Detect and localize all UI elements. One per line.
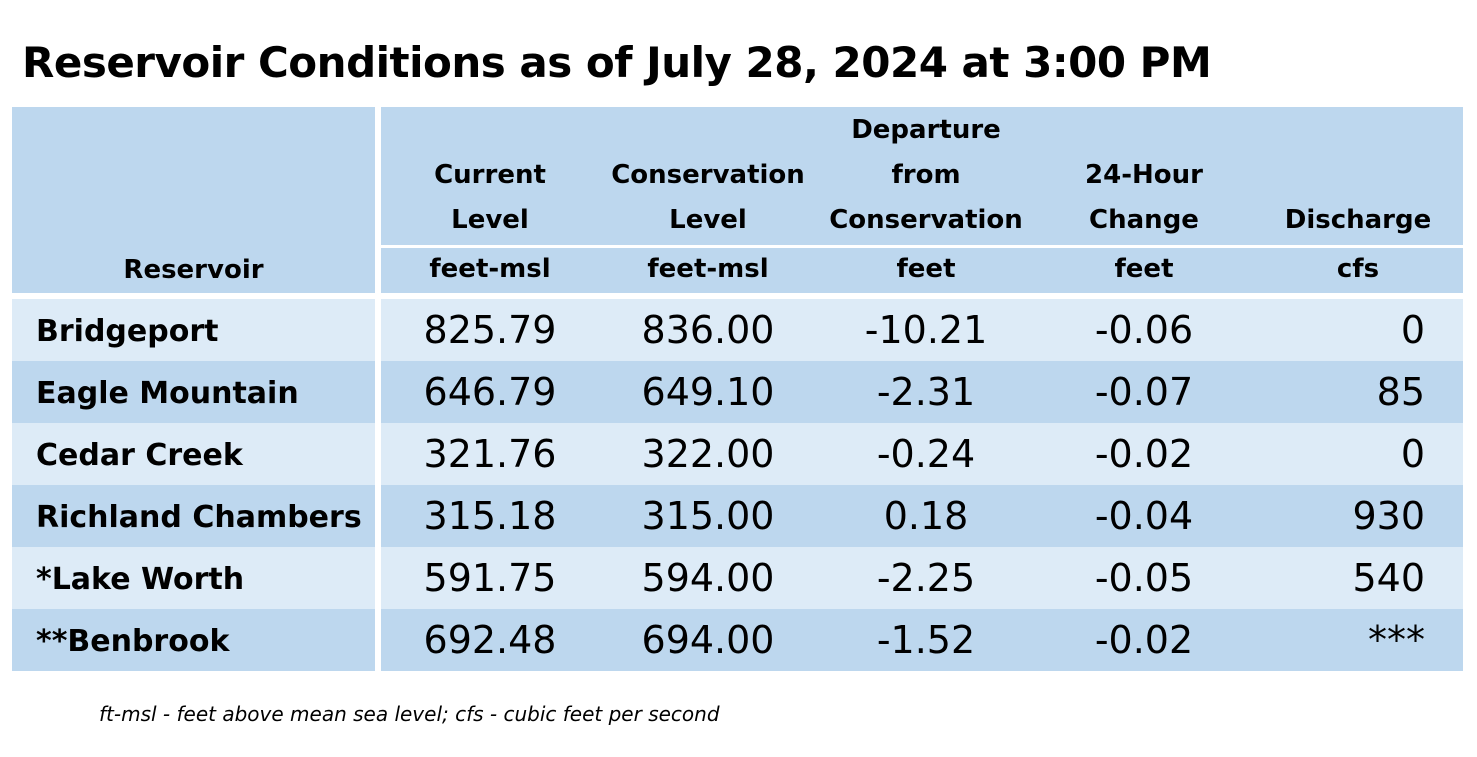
table-row: **Benbrook 692.48 694.00 -1.52 -0.02 *** [12,609,1463,671]
departure-value: 0.18 [883,494,969,538]
table-row: Bridgeport 825.79 836.00 -10.21 -0.06 0 [12,299,1463,361]
conservation-level-value: 594.00 [641,556,775,600]
header-reservoir-cell: Reservoir [12,107,375,293]
page-title: Reservoir Conditions as of July 28, 2024… [22,38,1212,87]
conservation-level-value: 836.00 [641,308,775,352]
unit-conservation-level: feet-msl [647,254,769,284]
change-value: -0.05 [1094,556,1194,600]
current-level-value: 321.76 [423,432,557,476]
departure-value: -0.24 [876,432,976,476]
header-titles-row: Current Level Conservation Level Departu… [381,107,1463,245]
conservation-level-value: 649.10 [641,370,775,414]
current-level-value: 825.79 [423,308,557,352]
discharge-value: 540 [1352,556,1425,600]
reservoir-name: Bridgeport [12,299,375,361]
unit-departure: feet [896,254,956,284]
unit-24hour-change: feet [1114,254,1174,284]
table-row: Cedar Creek 321.76 322.00 -0.24 -0.02 0 [12,423,1463,485]
discharge-value: 0 [1400,308,1425,352]
header-current-level: Current Level [434,160,546,235]
discharge-value: 930 [1352,494,1425,538]
current-level-value: 692.48 [423,618,557,662]
table-body: Bridgeport 825.79 836.00 -10.21 -0.06 0 … [12,299,1463,671]
table-row: Eagle Mountain 646.79 649.10 -2.31 -0.07… [12,361,1463,423]
departure-value: -1.52 [876,618,976,662]
header-departure: Departure from Conservation [829,115,1023,235]
conservation-level-value: 322.00 [641,432,775,476]
reservoir-name: Richland Chambers [12,485,375,547]
change-value: -0.02 [1094,618,1194,662]
reservoir-name: Eagle Mountain [12,361,375,423]
reservoir-name: Cedar Creek [12,423,375,485]
header-discharge: Discharge [1284,205,1432,235]
reservoir-name: *Lake Worth [12,547,375,609]
header-conservation-level: Conservation Level [611,160,805,235]
change-value: -0.06 [1094,308,1194,352]
change-value: -0.02 [1094,432,1194,476]
unit-discharge: cfs [1336,254,1380,284]
header-reservoir-label: Reservoir [123,255,264,285]
current-level-value: 315.18 [423,494,557,538]
header-units-row: feet-msl feet-msl feet feet cfs [381,248,1463,293]
unit-current-level: feet-msl [429,254,551,284]
header-24hour-change: 24-Hour Change [1085,160,1203,235]
current-level-value: 646.79 [423,370,557,414]
conservation-level-value: 694.00 [641,618,775,662]
reservoir-table: Reservoir Current Level Conservation Lev… [12,107,1463,671]
departure-value: -10.21 [864,308,988,352]
footnote: ft-msl - feet above mean sea level; cfs … [99,702,720,726]
discharge-value: *** [1368,618,1425,662]
table-row: *Lake Worth 591.75 594.00 -2.25 -0.05 54… [12,547,1463,609]
current-level-value: 591.75 [423,556,557,600]
change-value: -0.04 [1094,494,1194,538]
discharge-value: 0 [1400,432,1425,476]
table-header: Reservoir Current Level Conservation Lev… [12,107,1463,293]
change-value: -0.07 [1094,370,1194,414]
departure-value: -2.25 [876,556,976,600]
departure-value: -2.31 [876,370,976,414]
reservoir-name: **Benbrook [12,609,375,671]
conservation-level-value: 315.00 [641,494,775,538]
discharge-value: 85 [1376,370,1425,414]
table-row: Richland Chambers 315.18 315.00 0.18 -0.… [12,485,1463,547]
